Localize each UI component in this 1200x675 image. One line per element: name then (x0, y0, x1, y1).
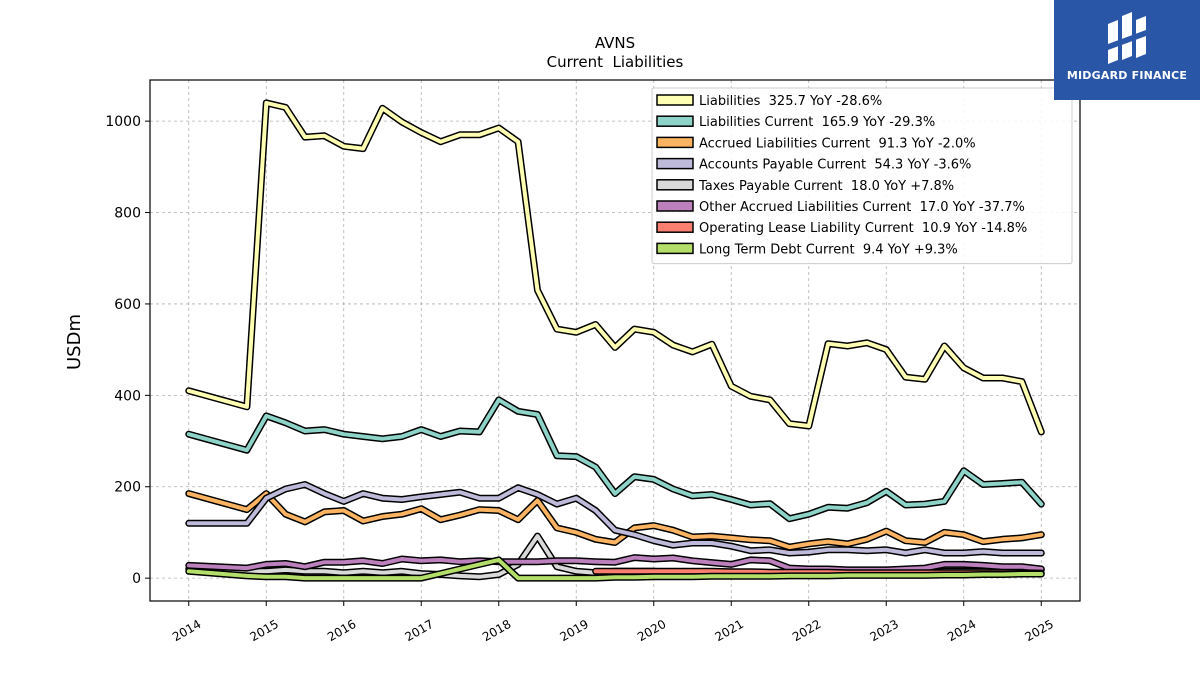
x-tick-label: 2022 (790, 617, 823, 644)
x-tick-label: 2020 (635, 617, 668, 644)
legend-label: Accounts Payable Current 54.3 YoY -3.6% (699, 158, 971, 173)
legend: Liabilities 325.7 YoY -28.6% Liabilities … (651, 87, 1073, 265)
legend-label: Accrued Liabilities Current 91.3 YoY -2.… (699, 136, 976, 151)
series-line (185, 396, 1045, 523)
brand-name: MIDGARD FINANCE (1066, 69, 1188, 82)
legend-entry: Taxes Payable Current 18.0 YoY +7.8% (656, 179, 954, 194)
series-line (185, 481, 1045, 557)
legend-swatch (656, 200, 694, 212)
series-line (185, 99, 1045, 436)
legend-entry: Operating Lease Liability Current 10.9 Y… (656, 221, 1027, 236)
y-axis-label: USDm (64, 314, 85, 370)
x-tick-label: 2024 (945, 617, 978, 644)
legend-swatch (656, 242, 694, 255)
x-tick-label: 2017 (403, 617, 436, 644)
legend-swatch (656, 115, 694, 127)
legend-entry: Liabilities Current 165.9 YoY -29.3% (656, 115, 935, 130)
plot-frame (149, 79, 1081, 602)
chart-subtitle: Current Liabilities (547, 53, 684, 71)
x-tick-label: 2021 (713, 617, 746, 644)
series-outline (185, 396, 1045, 523)
x-tick-label: 2018 (480, 617, 513, 644)
legend-entry: Accrued Liabilities Current 91.3 YoY -2.… (656, 136, 976, 151)
series-core (186, 491, 1044, 550)
y-tick-label: 0 (132, 571, 141, 587)
legend-entry: Liabilities 325.7 YoY -28.6% (656, 94, 882, 109)
series-line (185, 490, 1045, 551)
x-tick-label: 2025 (1023, 617, 1056, 644)
x-tick-label: 2015 (248, 617, 281, 644)
series-line (185, 556, 1045, 582)
series-core (186, 557, 1044, 581)
series-core (186, 482, 1044, 555)
legend-swatch (656, 94, 694, 106)
series-core (186, 100, 1044, 434)
legend-swatch (656, 157, 694, 170)
y-tick-label: 1000 (105, 114, 141, 130)
legend-entry: Accounts Payable Current 54.3 YoY -3.6% (656, 157, 971, 173)
chart-title: AVNS (595, 34, 635, 52)
legend-label: Operating Lease Liability Current 10.9 Y… (699, 221, 1027, 236)
x-tick-label: 2019 (558, 617, 591, 644)
series-core (186, 397, 1044, 521)
y-tick-label: 200 (114, 480, 141, 496)
legend-box (651, 87, 1073, 265)
legend-entry: Long Term Debt Current 9.4 YoY +9.3% (656, 242, 958, 257)
brand-logo: MIDGARD FINANCE (1054, 0, 1200, 100)
legend-entry: Other Accrued Liabilities Current 17.0 Y… (656, 200, 1025, 215)
series-layer (185, 99, 1045, 582)
series-core (186, 555, 1044, 572)
x-tick-label: 2014 (170, 617, 203, 644)
legend-label: Liabilities Current 165.9 YoY -29.3% (699, 115, 935, 130)
legend-label: Taxes Payable Current 18.0 YoY +7.8% (698, 179, 954, 194)
y-tick-label: 600 (114, 297, 141, 313)
legend-label: Long Term Debt Current 9.4 YoY +9.3% (699, 242, 958, 257)
legend-label: Liabilities 325.7 YoY -28.6% (699, 94, 882, 109)
y-tick-label: 400 (114, 388, 141, 404)
x-tick-label: 2023 (868, 617, 901, 644)
legend-swatch (656, 179, 694, 191)
brand-mark-icon (1108, 12, 1146, 64)
legend-swatch (656, 136, 694, 149)
legend-swatch (656, 221, 694, 233)
y-tick-label: 800 (114, 206, 141, 222)
series-line (185, 554, 1045, 574)
x-tick-label: 2016 (325, 617, 358, 644)
legend-label: Other Accrued Liabilities Current 17.0 Y… (699, 200, 1025, 215)
